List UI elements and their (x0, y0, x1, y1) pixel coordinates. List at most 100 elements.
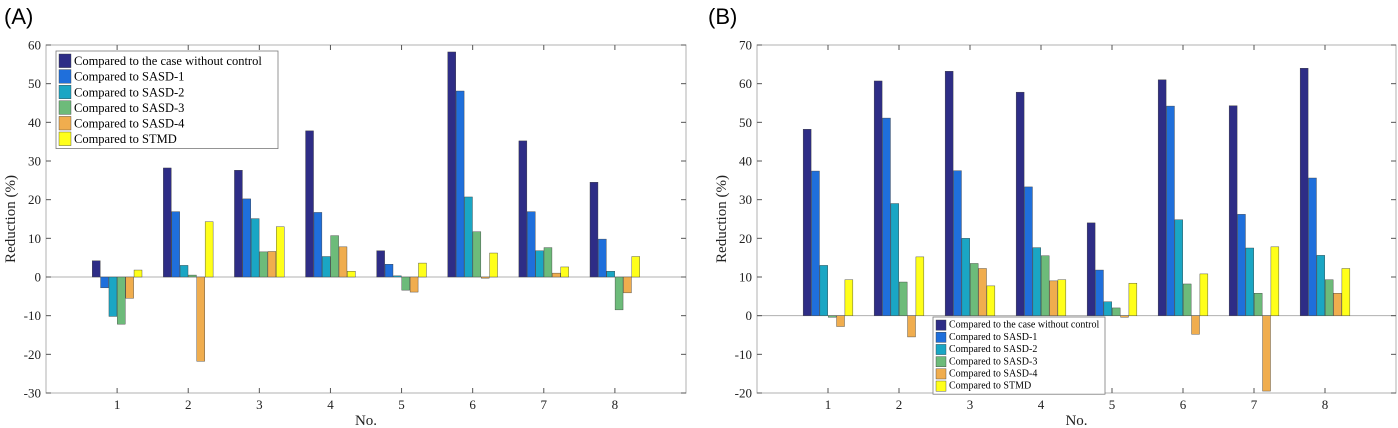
bar-series2-cat1 (100, 276, 109, 289)
bar-series3-cat3 (961, 238, 970, 316)
bar-series2-cat7 (527, 211, 536, 278)
bar-series2-cat3 (242, 198, 251, 278)
panel-label: (B) (708, 4, 737, 29)
legend-entry-label: Compared to SASD-2 (949, 344, 1037, 355)
bar-series5-cat1 (836, 315, 845, 327)
bar-series6-cat1 (844, 279, 854, 316)
bar-series2-cat2 (882, 117, 891, 316)
bar-series1-cat6 (447, 51, 456, 278)
bar-series5-cat2 (196, 276, 205, 362)
bar-series6-cat5 (1128, 282, 1138, 316)
legend-box (55, 50, 279, 149)
bar-series3-cat7 (1245, 247, 1254, 316)
bar-series6-cat7 (560, 266, 569, 278)
legend-entry-label: Compared to SASD-1 (949, 332, 1037, 343)
legend-swatch (58, 69, 72, 84)
y-tick-label: 60 (28, 38, 41, 53)
legend-entry-label: Compared to SASD-4 (74, 117, 185, 131)
bar-series3-cat5 (393, 275, 402, 278)
bar-series5-cat6 (481, 276, 490, 279)
bar-series1-cat1 (92, 260, 101, 278)
bar-series1-cat8 (589, 182, 599, 278)
x-tick-label: 8 (1322, 397, 1329, 412)
bar-series4-cat4 (1040, 255, 1050, 316)
x-axis-title: No. (1065, 413, 1087, 428)
legend-swatch (935, 368, 947, 380)
bar-series5-cat5 (409, 276, 419, 293)
bar-series1-cat4 (1015, 91, 1025, 316)
bar-series6-cat8 (631, 256, 640, 278)
y-tick-label: -20 (24, 347, 41, 362)
legend: Compared to the case without controlComp… (932, 316, 1106, 395)
bar-series5-cat4 (1049, 280, 1058, 316)
bar-series1-cat7 (1228, 105, 1238, 316)
y-tick-label: -10 (24, 308, 41, 323)
bar-series4-cat3 (259, 251, 268, 278)
bar-series5-cat7 (552, 272, 561, 278)
x-tick-label: 3 (256, 397, 263, 412)
bar-series3-cat6 (464, 196, 473, 278)
legend-entry-label: Compared to SASD-2 (74, 85, 184, 99)
legend-swatch (58, 116, 72, 131)
bar-series2-cat6 (455, 90, 465, 278)
bar-series3-cat5 (1103, 301, 1112, 316)
legend-entry-label: Compared to STMD (949, 381, 1031, 392)
bar-series3-cat8 (1316, 255, 1325, 316)
bar-series1-cat3 (234, 170, 243, 278)
chart-panel-a: (A) -30 -20 -10 0 10 20 30 40 50 60 1 2 3 4 5 6 7 8 No. Redu… (3, 4, 687, 428)
x-tick-label: 5 (398, 397, 405, 412)
legend-swatch (935, 319, 947, 331)
legend-swatch (935, 380, 947, 392)
bar-series6-cat2 (915, 256, 925, 316)
x-tick-label: 6 (1180, 397, 1187, 412)
legend-swatch (935, 332, 947, 343)
bar-series4-cat1 (828, 315, 837, 318)
bar-series1-cat5 (376, 250, 385, 278)
bar-series5-cat3 (978, 268, 987, 316)
legend-entry-label: Compared to STMD (74, 132, 177, 146)
y-tick-label: 30 (739, 192, 752, 207)
y-tick-label: -30 (24, 386, 41, 401)
bar-series4-cat2 (188, 274, 197, 278)
bar-series6-cat6 (489, 252, 498, 278)
bar-series2-cat2 (171, 211, 180, 278)
legend-entry-label: Compared to SASD-3 (74, 101, 184, 115)
bar-series4-cat6 (472, 231, 482, 278)
bar-series6-cat3 (276, 226, 285, 278)
legend-entry-label: Compared to SASD-1 (74, 70, 184, 84)
bar-series4-cat3 (970, 263, 979, 316)
y-axis-title: Reduction (%) (3, 175, 19, 263)
bar-series3-cat7 (535, 250, 544, 278)
y-tick-label: 70 (739, 38, 752, 53)
legend-swatch (935, 356, 947, 368)
bar-series1-cat2 (163, 167, 172, 278)
bar-series5-cat7 (1262, 315, 1271, 392)
bar-series2-cat3 (953, 170, 962, 316)
bar-series3-cat6 (1174, 219, 1183, 316)
bar-series5-cat8 (623, 276, 632, 294)
bar-series1-cat8 (1299, 67, 1309, 316)
bar-series1-cat2 (873, 80, 883, 316)
bar-series4-cat2 (899, 281, 908, 316)
y-tick-label: 30 (28, 154, 41, 169)
y-tick-label: 50 (28, 76, 41, 91)
bar-series6-cat4 (347, 271, 356, 278)
bar-series6-cat5 (418, 262, 427, 278)
legend-entry-label: Compared to SASD-3 (949, 356, 1037, 367)
bar-series6-cat7 (1270, 246, 1280, 316)
y-tick-label: 0 (35, 270, 42, 285)
bar-series3-cat2 (890, 203, 899, 316)
bar-series5-cat8 (1333, 293, 1342, 316)
y-tick-label: -20 (735, 386, 752, 401)
legend-entry-label: Compared to SASD-4 (949, 369, 1037, 380)
bar-series4-cat5 (1111, 307, 1121, 316)
y-tick-label: 40 (28, 115, 41, 130)
bar-series4-cat1 (117, 276, 126, 325)
bar-series4-cat7 (1253, 293, 1263, 316)
bar-series1-cat3 (944, 71, 954, 316)
bar-series4-cat8 (1324, 279, 1334, 316)
chart-panel-b: (B) -20 -10 0 10 20 30 40 50 60 70 1 2 3 4 5 6 7 8 No. Reduc… (708, 4, 1397, 428)
bar-series5-cat5 (1120, 315, 1129, 318)
y-tick-label: 20 (28, 192, 41, 207)
